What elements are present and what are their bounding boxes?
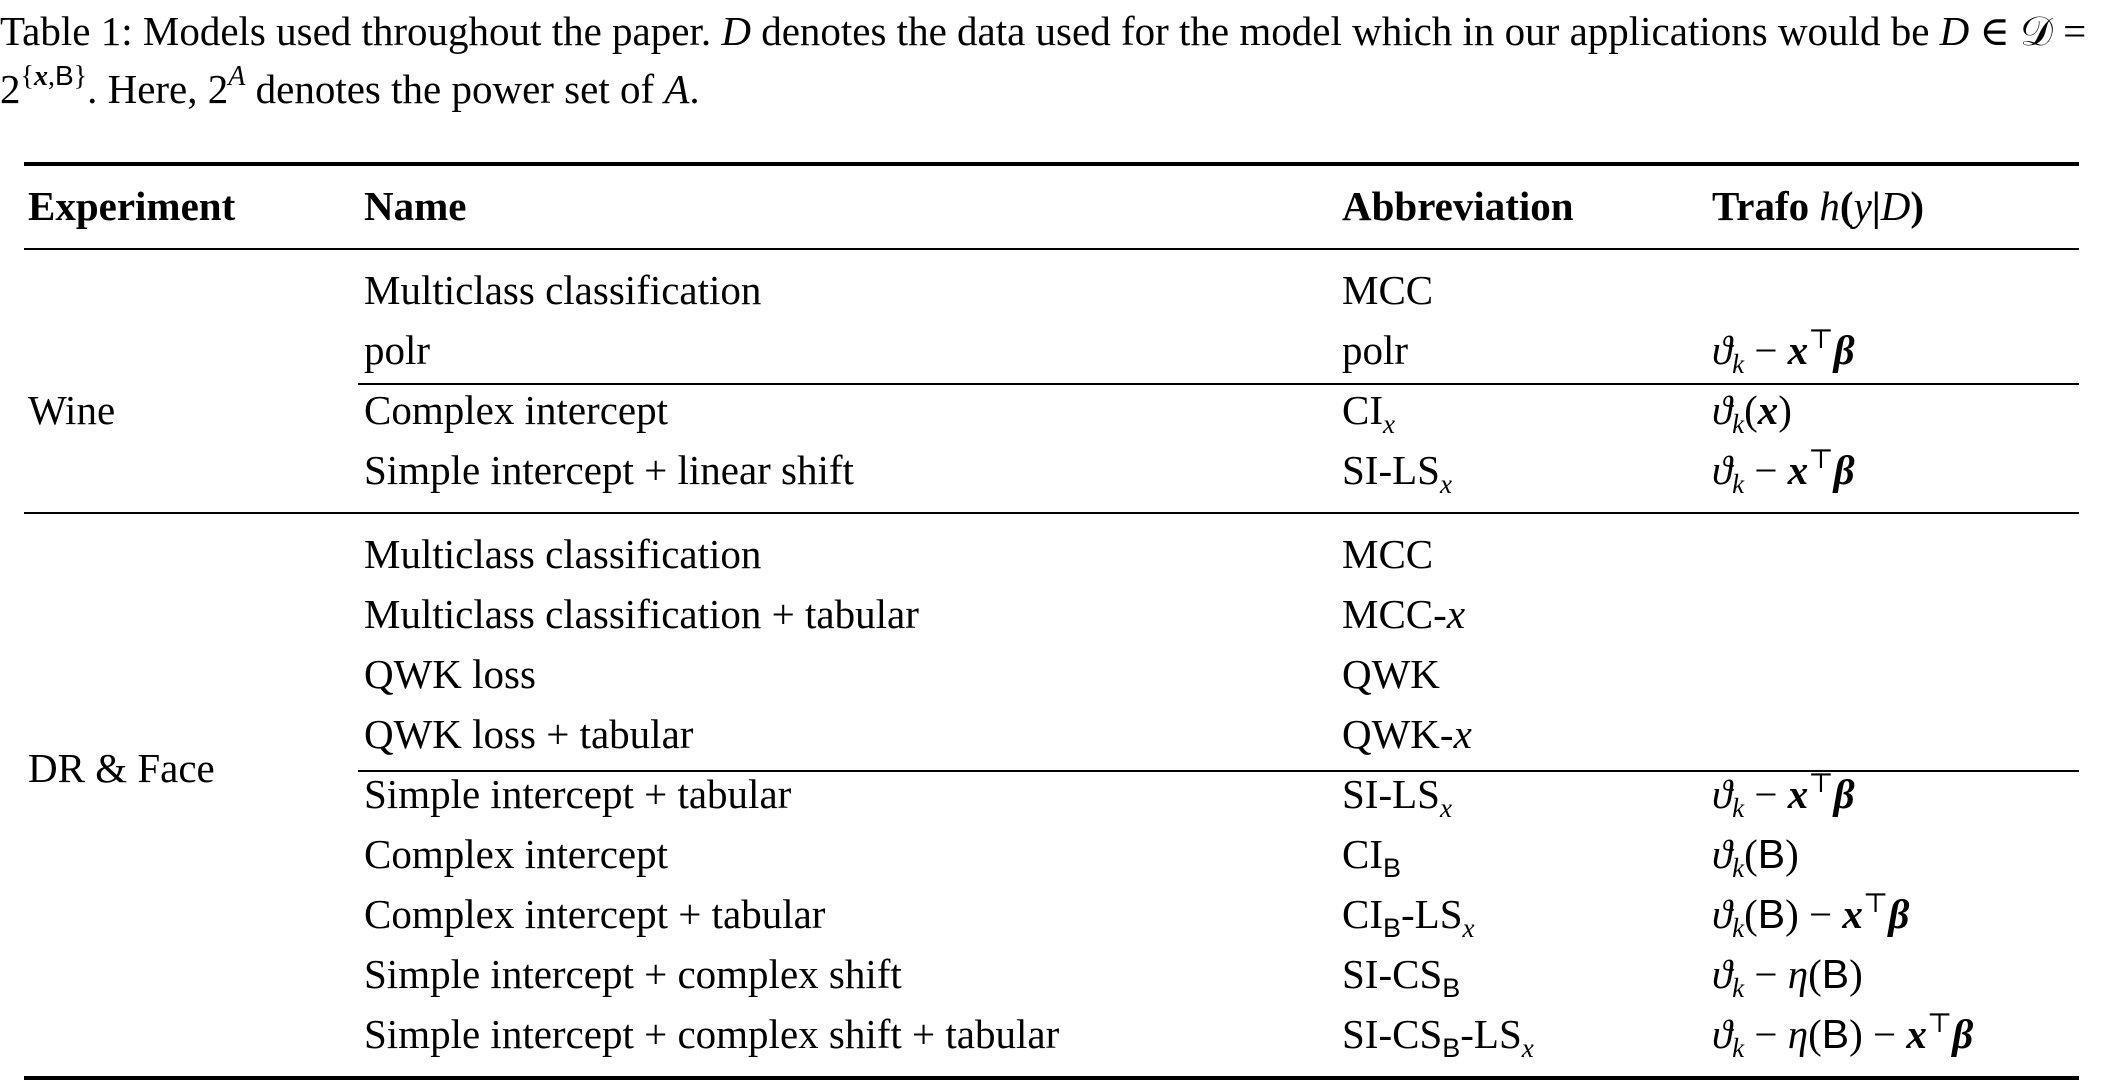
row-trafo: ϑk(B) − x⊤β: [1712, 888, 1910, 943]
row-abbr: polr: [1342, 327, 1409, 373]
row-abbr: MCC: [1342, 267, 1434, 313]
row-name: Simple intercept + tabular: [364, 771, 792, 817]
row-trafo: ϑk − x⊤β: [1712, 444, 1855, 499]
row-name: Multiclass classification: [364, 531, 762, 577]
row-trafo: ϑk(x): [1712, 387, 1792, 439]
row-abbr: SI-LSx: [1342, 447, 1452, 499]
row-name: Multiclass classification + tabular: [364, 591, 919, 637]
row-name: QWK loss + tabular: [364, 711, 694, 757]
top-rule: [24, 162, 2079, 166]
group-label-wine: Wine: [28, 387, 116, 433]
row-trafo: ϑk − x⊤β: [1712, 768, 1855, 823]
row-trafo: ϑk − η(B) − x⊤β: [1712, 1008, 1974, 1063]
row-abbr: QWK-x: [1342, 711, 1472, 757]
header-abbreviation: Abbreviation: [1342, 183, 1574, 229]
row-abbr: CIB: [1342, 831, 1402, 883]
row-name: QWK loss: [364, 651, 536, 697]
table-caption: Table 1: Models used throughout the pape…: [0, 8, 2087, 112]
row-abbr: MCC: [1342, 531, 1434, 577]
group-rule: [24, 512, 2079, 514]
row-abbr: CIx: [1342, 387, 1395, 439]
row-name: Complex intercept: [364, 387, 668, 433]
row-abbr: SI-CSB: [1342, 951, 1461, 1003]
group-label-dr-face: DR & Face: [28, 745, 215, 791]
row-name: Multiclass classification: [364, 267, 762, 313]
row-name: polr: [364, 327, 431, 373]
row-name: Simple intercept + complex shift + tabul…: [364, 1011, 1060, 1057]
row-trafo: ϑk − x⊤β: [1712, 324, 1855, 379]
row-name: Complex intercept + tabular: [364, 891, 826, 937]
row-abbr: MCC-x: [1342, 591, 1466, 637]
header-trafo: Trafo h(y|D): [1712, 183, 1925, 229]
caption-text-a: denotes the data used for the model whic…: [761, 8, 1930, 54]
caption-lead: Table 1: Models used throughout the pape…: [0, 8, 712, 54]
row-name: Complex intercept: [364, 831, 668, 877]
row-abbr: SI-CSB-LSx: [1342, 1011, 1534, 1063]
row-name: Simple intercept + complex shift: [364, 951, 902, 997]
row-abbr: CIB-LSx: [1342, 891, 1475, 943]
wine-mid-rule: [358, 383, 2079, 385]
bottom-rule: [24, 1076, 2079, 1080]
header-name: Name: [364, 183, 467, 229]
row-trafo: ϑk − η(B): [1712, 951, 1863, 1003]
header-rule: [24, 248, 2079, 250]
header-experiment: Experiment: [28, 183, 236, 229]
row-trafo: ϑk(B): [1712, 831, 1799, 883]
caption-text-c: denotes the power set of: [255, 66, 655, 112]
caption-text-b: . Here, 2: [87, 66, 229, 112]
row-abbr: QWK: [1342, 651, 1440, 697]
row-name: Simple intercept + linear shift: [364, 447, 854, 493]
dr-face-mid-rule: [358, 770, 2079, 772]
row-abbr: SI-LSx: [1342, 771, 1452, 823]
